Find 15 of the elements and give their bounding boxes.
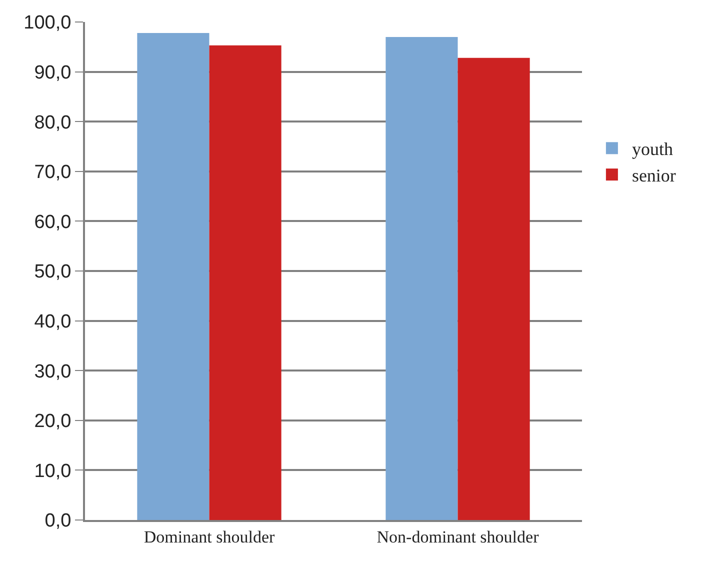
y-tick-label: 80,0 — [34, 112, 72, 134]
y-tick-label: 50,0 — [34, 262, 72, 283]
y-tick-label: 60,0 — [34, 212, 72, 233]
y-tick-label: 90,0 — [34, 62, 72, 84]
y-tick-label: 100,0 — [24, 12, 72, 34]
y-tick-label: 20,0 — [34, 411, 72, 432]
x-tick-label: Non-dominant shoulder — [376, 527, 540, 546]
legend-label: youth — [632, 139, 673, 160]
legend-label: senior — [632, 166, 676, 186]
y-tick-label: 30,0 — [34, 361, 72, 382]
x-tick-label: Dominant shoulder — [144, 527, 275, 546]
y-tick-label: 40,0 — [34, 311, 72, 332]
y-tick-label: 70,0 — [34, 162, 72, 184]
y-tick-label: 10,0 — [34, 460, 72, 482]
y-tick-label: 0,0 — [44, 510, 72, 532]
